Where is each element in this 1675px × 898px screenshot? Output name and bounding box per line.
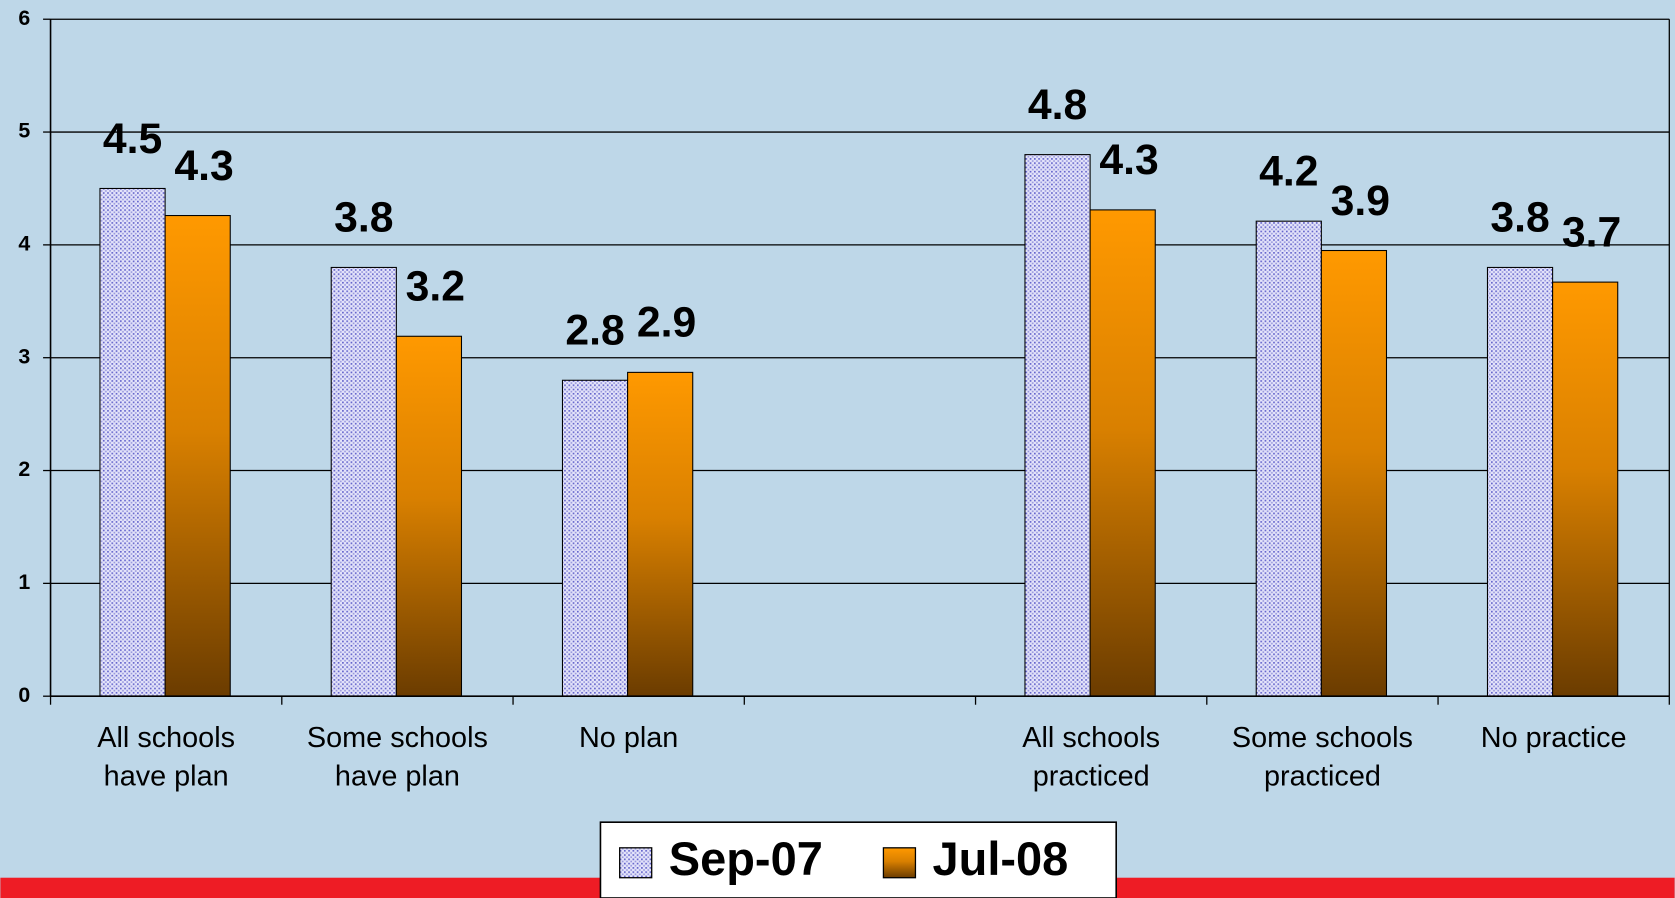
bar bbox=[1552, 281, 1619, 697]
value-label: 3.8 bbox=[334, 194, 393, 242]
bar bbox=[1320, 249, 1388, 697]
legend bbox=[599, 821, 1117, 898]
legend-swatch bbox=[882, 847, 917, 879]
y-tick-label: 0 bbox=[18, 683, 30, 707]
value-label: 4.8 bbox=[1028, 81, 1087, 129]
bar bbox=[561, 379, 629, 697]
legend-swatch bbox=[619, 847, 653, 879]
y-tick-label: 6 bbox=[18, 6, 30, 30]
y-tick-label: 3 bbox=[18, 344, 30, 368]
bar bbox=[1486, 266, 1554, 697]
x-tick-label: Some schools practiced bbox=[1232, 722, 1413, 792]
y-tick-label: 5 bbox=[18, 119, 30, 143]
x-tick-label: No plan bbox=[579, 722, 678, 754]
legend-label: Jul-08 bbox=[933, 832, 1069, 885]
value-label: 3.8 bbox=[1490, 194, 1549, 242]
bar bbox=[1089, 209, 1156, 697]
value-label: 3.9 bbox=[1331, 177, 1390, 225]
value-label: 4.2 bbox=[1259, 147, 1318, 195]
value-label: 4.5 bbox=[103, 115, 162, 163]
bar bbox=[99, 187, 166, 697]
value-label: 2.8 bbox=[565, 307, 624, 355]
value-label: 3.2 bbox=[406, 263, 465, 311]
value-label: 2.9 bbox=[637, 299, 696, 347]
x-tick-label: Some schools have plan bbox=[307, 722, 488, 792]
bar bbox=[164, 215, 231, 697]
y-tick-label: 2 bbox=[18, 457, 30, 481]
bar bbox=[1255, 220, 1322, 697]
bar bbox=[395, 335, 463, 697]
x-tick-label: No practice bbox=[1481, 722, 1627, 754]
x-tick-label: All schools practiced bbox=[1022, 722, 1160, 792]
value-label: 4.3 bbox=[174, 142, 233, 190]
bar bbox=[1024, 154, 1091, 697]
bar bbox=[627, 371, 694, 697]
value-label: 4.3 bbox=[1099, 136, 1158, 184]
legend-label: Sep-07 bbox=[669, 832, 823, 885]
x-tick-label: All schools have plan bbox=[97, 722, 235, 792]
y-tick-label: 4 bbox=[18, 232, 30, 256]
bar bbox=[330, 266, 397, 697]
y-tick-label: 1 bbox=[18, 570, 30, 594]
value-label: 3.7 bbox=[1562, 208, 1621, 256]
